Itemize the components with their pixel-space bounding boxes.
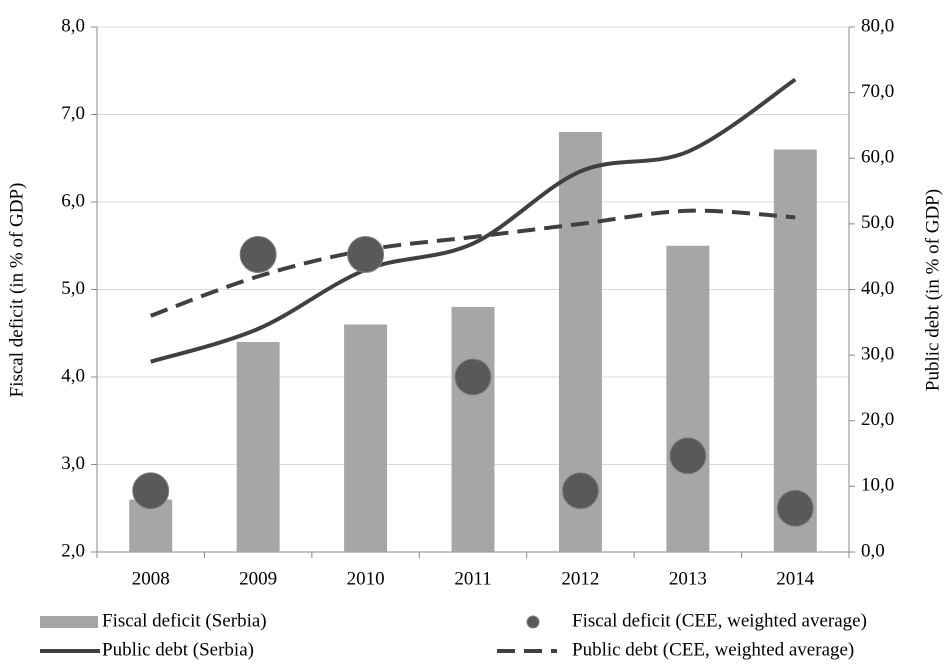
y2-tick-label: 80,0 bbox=[861, 15, 894, 36]
y2-axis-label: Public debt (in % of GDP) bbox=[922, 189, 943, 391]
dot bbox=[561, 472, 599, 510]
dot bbox=[347, 236, 385, 273]
x-tick-label: 2013 bbox=[669, 568, 707, 589]
bar bbox=[236, 342, 280, 552]
y2-tick-label: 10,0 bbox=[861, 475, 894, 496]
line bbox=[150, 77, 797, 364]
x-tick-label: 2011 bbox=[454, 568, 491, 589]
bar bbox=[344, 324, 388, 552]
y-tick-label: 4,0 bbox=[61, 365, 85, 386]
dot bbox=[669, 437, 707, 475]
y-tick-label: 2,0 bbox=[61, 540, 85, 561]
y2-tick-label: 60,0 bbox=[861, 147, 894, 168]
x-tick-label: 2009 bbox=[239, 568, 277, 589]
legend-label: Public debt (Serbia) bbox=[102, 639, 254, 660]
y-axis-label: Fiscal deficit (in % of GDP) bbox=[6, 183, 27, 398]
y-tick-label: 5,0 bbox=[61, 278, 85, 299]
x-tick-label: 2008 bbox=[132, 568, 170, 589]
legend-label: Fiscal deficit (Serbia) bbox=[102, 610, 267, 631]
y2-tick-label: 40,0 bbox=[861, 278, 894, 299]
dot bbox=[776, 489, 814, 527]
line bbox=[150, 208, 796, 318]
y-tick-label: 3,0 bbox=[61, 453, 85, 474]
x-tick-label: 2014 bbox=[776, 568, 815, 589]
y-tick-label: 6,0 bbox=[61, 190, 85, 211]
bar bbox=[451, 307, 495, 552]
dot bbox=[239, 236, 277, 273]
y2-tick-label: 30,0 bbox=[861, 343, 894, 364]
y2-tick-label: 70,0 bbox=[861, 81, 894, 102]
bar bbox=[666, 245, 710, 552]
x-tick-label: 2010 bbox=[347, 568, 385, 589]
y-tick-label: 8,0 bbox=[61, 15, 85, 36]
y2-tick-label: 0,0 bbox=[861, 540, 885, 561]
dot bbox=[454, 358, 492, 396]
legend-swatch bbox=[526, 615, 540, 629]
y-tick-label: 7,0 bbox=[61, 103, 85, 124]
dot bbox=[132, 472, 170, 510]
legend-label: Public debt (CEE, weighted average) bbox=[572, 639, 854, 660]
legend-label: Fiscal deficit (CEE, weighted average) bbox=[572, 610, 867, 631]
y2-tick-label: 20,0 bbox=[861, 409, 894, 430]
x-tick-label: 2012 bbox=[561, 568, 599, 589]
y2-tick-label: 50,0 bbox=[861, 212, 894, 233]
legend-swatch bbox=[40, 616, 98, 628]
